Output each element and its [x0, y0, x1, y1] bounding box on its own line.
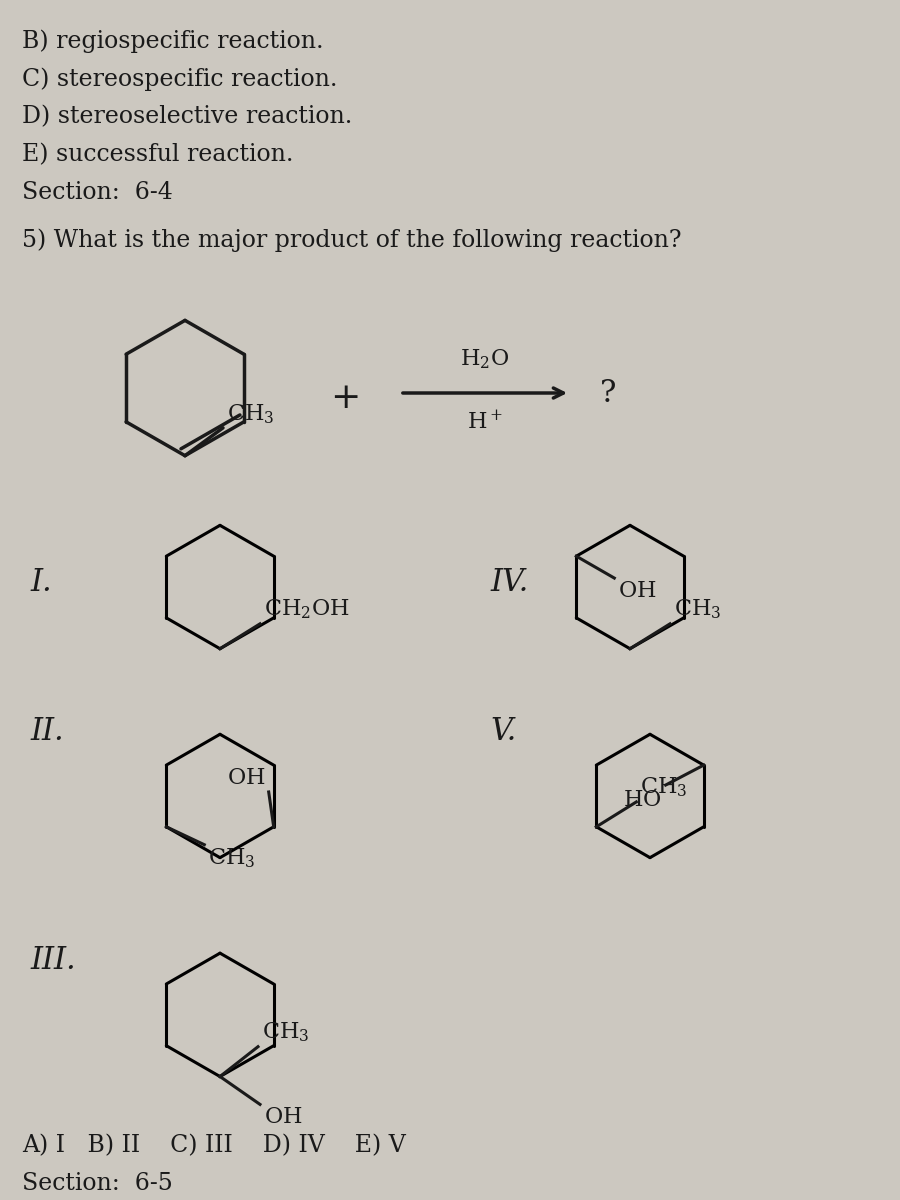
- Text: $\mathregular{OH}$: $\mathregular{OH}$: [227, 767, 266, 788]
- Text: 5) What is the major product of the following reaction?: 5) What is the major product of the foll…: [22, 229, 681, 252]
- Text: +: +: [329, 380, 360, 415]
- Text: Section:  6-4: Section: 6-4: [22, 181, 173, 204]
- Text: A) I   B) II    C) III    D) IV    E) V: A) I B) II C) III D) IV E) V: [22, 1134, 406, 1157]
- Text: $\mathregular{CH_3}$: $\mathregular{CH_3}$: [227, 402, 274, 426]
- Text: $\mathregular{CH_3}$: $\mathregular{CH_3}$: [262, 1020, 310, 1044]
- Text: $\mathregular{OH}$: $\mathregular{OH}$: [618, 580, 657, 602]
- Text: $\mathregular{HO}$: $\mathregular{HO}$: [624, 788, 662, 811]
- Text: V.: V.: [490, 716, 517, 748]
- Text: $\mathregular{H^+}$: $\mathregular{H^+}$: [467, 410, 503, 434]
- Text: E) successful reaction.: E) successful reaction.: [22, 143, 293, 167]
- Text: $\mathregular{H_2O}$: $\mathregular{H_2O}$: [461, 348, 509, 371]
- Text: $\mathregular{CH_3}$: $\mathregular{CH_3}$: [640, 775, 688, 799]
- Text: IV.: IV.: [490, 568, 528, 598]
- Text: C) stereospecific reaction.: C) stereospecific reaction.: [22, 67, 338, 91]
- Text: III.: III.: [30, 946, 76, 977]
- Text: $\mathregular{CH_3}$: $\mathregular{CH_3}$: [208, 847, 256, 870]
- Text: B) regiospecific reaction.: B) regiospecific reaction.: [22, 30, 324, 53]
- Text: ?: ?: [600, 378, 617, 408]
- Text: D) stereoselective reaction.: D) stereoselective reaction.: [22, 106, 353, 128]
- Text: II.: II.: [30, 716, 64, 748]
- Text: $\mathregular{OH}$: $\mathregular{OH}$: [264, 1106, 302, 1128]
- Text: I.: I.: [30, 568, 52, 598]
- Text: Section:  6-5: Section: 6-5: [22, 1172, 173, 1195]
- Text: $\mathregular{CH_2OH}$: $\mathregular{CH_2OH}$: [264, 598, 349, 620]
- Text: $\mathregular{CH_3}$: $\mathregular{CH_3}$: [674, 598, 721, 620]
